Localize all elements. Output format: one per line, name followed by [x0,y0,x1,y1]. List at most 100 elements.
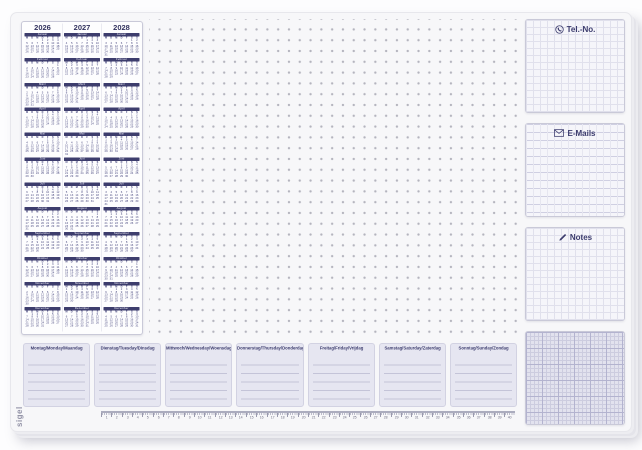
day-number: 12 [51,241,55,245]
day-number: 24 [30,299,34,303]
ruler-number: 26 [363,416,368,420]
mini-month: Mai M D M D F S S 1 2 3 4 5 6 7 8 9 10 11 12 13 14 15 16 17 18 19 2… [103,132,140,157]
day-number: 15 [46,144,50,148]
notes-grid-background [526,228,624,320]
day-number: 6 [81,141,83,145]
weekday-initial: F [86,160,88,164]
day-number: 3 [86,238,88,242]
mini-month-day-grid: 1 2 3 4 5 6 7 8 9 10 11 12 13 14 15 16 17 18 19 20 21 22 23 24 2… [104,89,140,106]
ruler-tick: 26 [359,413,370,420]
weekday-initial: F [86,36,88,40]
day-number: 17 [30,97,34,101]
weekday-initial: D [41,111,44,115]
mini-month-title: Februar [64,57,100,62]
weekday-initial: S [91,61,94,65]
weekday-initial: S [57,160,59,164]
day-number: 14 [125,194,129,198]
day-number: 3 [65,141,68,145]
day-number: 4 [136,163,138,167]
mini-month-day-grid: 1 2 3 4 5 6 7 8 9 10 11 12 13 14 15 16 17 18 19 20 21 22 23 24 2… [25,114,61,131]
planner-day-column: Donnerstag/Thursday/Donderdag [236,343,304,407]
day-number: 19 [114,197,118,201]
ruler-number: 16 [259,416,264,420]
day-number: 10 [119,216,124,220]
day-number: 1 [125,312,128,316]
day-number: 27 [119,125,124,129]
weekday-initial: S [130,235,133,239]
day-number: 20 [35,147,39,151]
day-number: 1 [86,263,88,267]
weekday-initial: D [81,210,83,214]
day-number: 8 [125,315,128,319]
day-number: 19 [51,243,55,247]
mini-month-title: August [64,207,100,211]
day-number: 20 [75,47,79,51]
day-number: 27 [90,296,94,300]
day-number: 21 [125,47,129,51]
day-number: 28 [130,274,134,278]
day-number: 11 [85,166,89,170]
day-number: 30 [90,274,94,278]
day-number: 28 [65,175,69,179]
day-number: 6 [70,191,73,195]
weekday-initial: D [110,111,113,115]
day-number: 14 [56,166,60,170]
planner-writing-lines [383,357,441,403]
day-number: 23 [85,197,89,201]
day-number: 10 [130,166,134,170]
weekday-initial: D [70,285,73,289]
day-number: 4 [31,216,33,220]
mini-month-day-grid: 1 2 3 4 5 6 7 8 9 10 11 12 13 14 15 16 17 18 19 20 21 22 23 24 2… [104,164,140,181]
day-number: 2 [76,163,78,167]
day-number: 11 [70,144,74,148]
day-number: 31 [95,274,99,278]
day-number: 9 [41,191,44,195]
day-number: 22 [35,197,39,201]
day-number: 5 [131,213,133,217]
day-number: 25 [35,100,39,104]
weekday-initial: M [115,61,118,65]
day-number: 25 [90,246,94,250]
ruler-tick: 39 [494,413,505,420]
weekday-initial: M [26,285,29,289]
day-number: 1 [105,138,107,142]
mini-month-day-grid: 1 2 3 4 5 6 7 8 9 10 11 12 13 14 15 16 17 18 19 20 21 22 23 24 2… [25,288,61,305]
day-number: 31 [85,324,89,328]
day-number: 24 [135,246,139,250]
day-number: 11 [65,268,68,272]
day-number: 3 [31,66,33,70]
weekday-initial: D [31,260,34,264]
mini-month-title: Juli [103,182,140,186]
weekday-initial: S [130,310,133,314]
weekday-initial: F [86,260,88,264]
day-number: 1 [57,63,59,67]
day-number: 5 [125,138,128,142]
ruler-number: 20 [301,416,306,420]
ruler-number: 1 [105,416,108,420]
day-number: 13 [135,216,139,220]
weekday-initial: M [36,235,39,239]
weekday-initial: D [41,235,44,239]
day-number: 22 [40,271,45,275]
day-number: 5 [110,315,112,319]
day-number: 8 [70,166,73,170]
mini-month-day-grid: 1 2 3 4 5 6 7 8 9 10 11 12 13 14 15 16 17 18 19 20 21 22 23 24 2… [64,39,100,57]
ruler-number: 7 [167,416,170,420]
day-number: 8 [65,66,68,70]
day-number: 30 [90,50,94,54]
day-number: 12 [114,119,118,123]
day-number: 27 [104,100,108,104]
day-number: 29 [40,50,45,54]
day-number: 24 [56,147,60,151]
day-number: 29 [75,324,79,328]
day-number: 25 [80,72,84,76]
weekday-initial: D [31,160,34,164]
day-number: 2 [120,88,123,92]
mini-month-day-grid: 1 2 3 4 5 6 7 8 9 10 11 12 13 14 15 16 17 18 19 20 21 22 23 24 2… [104,263,140,281]
day-number: 27 [51,172,55,176]
day-number: 19 [109,321,113,325]
day-number: 24 [104,125,108,129]
notes-label: Notes [569,232,593,242]
weekday-initial: M [65,260,68,264]
